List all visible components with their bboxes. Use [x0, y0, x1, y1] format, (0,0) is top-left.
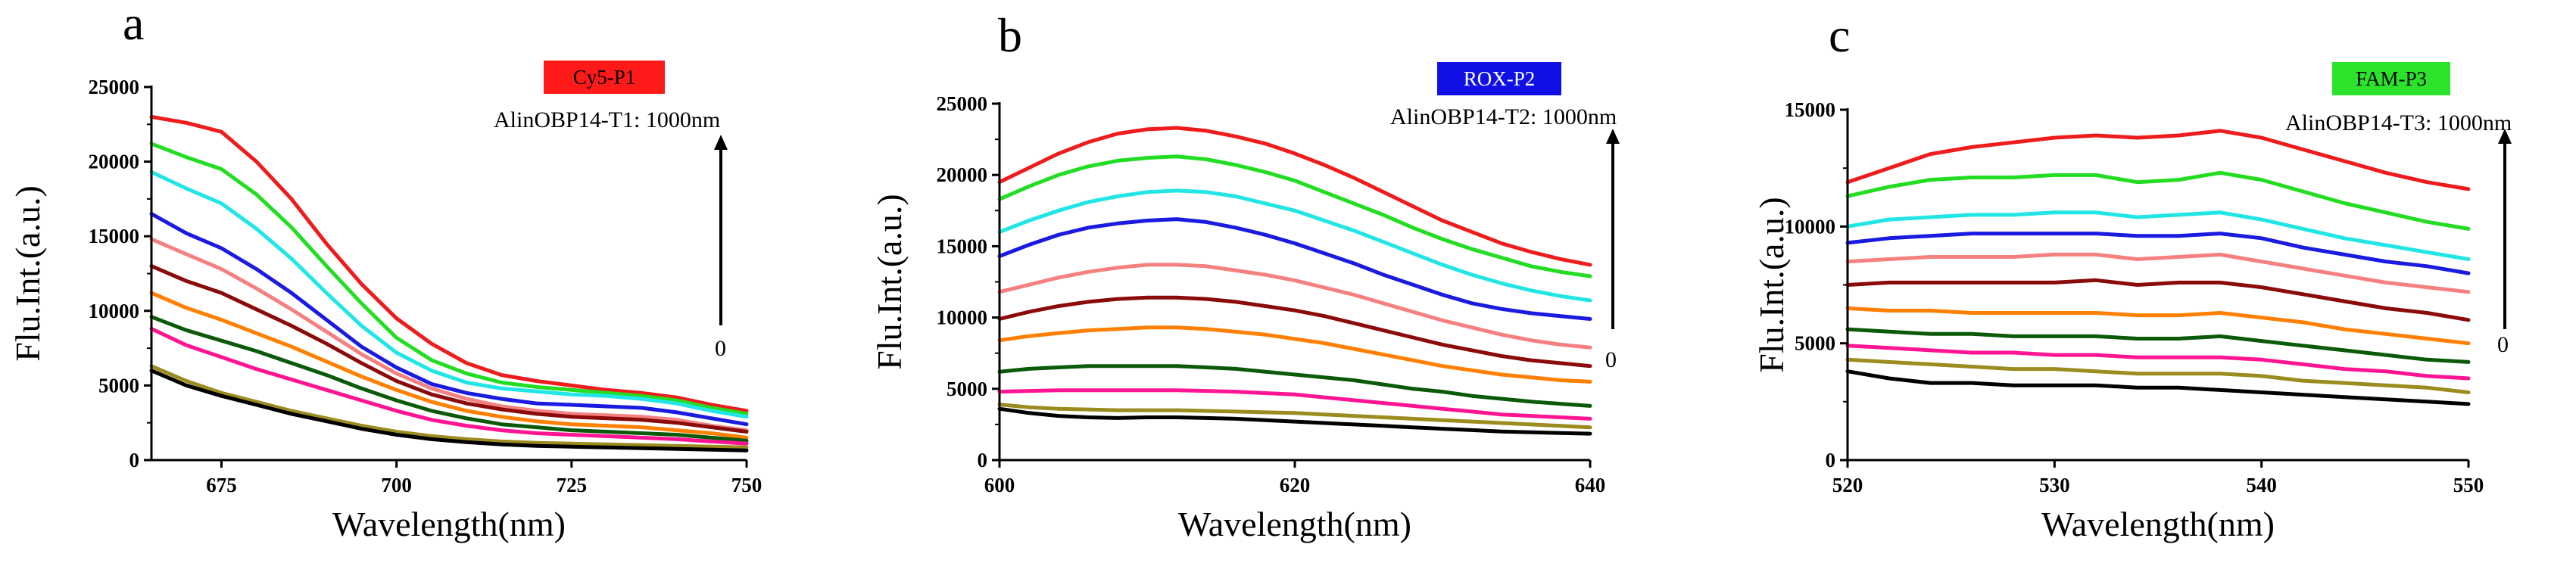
x-tick-label: 530: [2039, 474, 2070, 496]
series-line-7: [997, 325, 1592, 384]
y-tick-label: 15000: [937, 235, 988, 257]
chart-panel-b: b 0 5000 10000 15000 20000 25000 600 620 640 Wavel…: [870, 8, 1620, 543]
y-tick-label: 5000: [1795, 332, 1835, 355]
panel-letter: c: [1829, 8, 1850, 62]
arrow-zero-label: 0: [2497, 332, 2509, 357]
series-line-11: [1845, 369, 2471, 406]
y-tick-label: 15000: [1785, 98, 1836, 121]
y-tick-label: 0: [129, 449, 140, 471]
series-line-9: [149, 327, 749, 446]
series-line-5: [1845, 252, 2471, 294]
series-line-9: [997, 388, 1592, 421]
series-line-3: [997, 188, 1592, 303]
panel-letter: a: [123, 0, 144, 50]
y-axis-title: Flu.Int.(a.u.): [870, 194, 909, 370]
arrow-head-icon: [714, 135, 728, 150]
y-tick-label: 10000: [89, 300, 140, 322]
series-line-10: [1845, 357, 2471, 394]
series-line-7: [1845, 306, 2471, 346]
legend-box: [1437, 62, 1561, 95]
x-tick-label: 725: [557, 474, 588, 496]
x-tick-label: 675: [206, 474, 237, 496]
series-line-4: [997, 217, 1592, 321]
x-tick-label: 540: [2246, 474, 2277, 496]
series-line-8: [149, 315, 749, 443]
x-tick-label: 520: [1832, 474, 1863, 496]
series-line-4: [149, 212, 749, 427]
y-tick-label: 20000: [937, 163, 988, 186]
series-line-10: [997, 403, 1592, 430]
series-line-9: [1845, 344, 2471, 381]
y-axis-title: Flu.Int.(a.u.): [1752, 197, 1791, 373]
x-axis-title: Wavelength(nm): [2041, 505, 2275, 543]
y-tick-label: 5000: [947, 378, 987, 400]
series-line-1: [149, 114, 749, 413]
x-tick-label: 640: [1575, 474, 1606, 496]
series-line-6: [1845, 278, 2471, 322]
series-line-6: [149, 264, 749, 434]
concentration-annotation: AlinOBP14-T2: 1000nm: [1390, 104, 1617, 129]
x-axis-title: Wavelength(nm): [1178, 505, 1411, 543]
y-tick-label: 10000: [1785, 215, 1836, 238]
y-axis-title: Flu.Int.(a.u.): [8, 185, 47, 362]
series-line-5: [997, 263, 1592, 350]
legend-label: FAM-P3: [2356, 67, 2427, 90]
x-tick-label: 750: [731, 474, 763, 496]
x-tick-label: 700: [381, 474, 412, 496]
y-tick-label: 0: [1826, 449, 1836, 471]
series-line-10: [149, 364, 749, 449]
series-line-3: [149, 170, 749, 419]
series-line-3: [1845, 210, 2471, 261]
concentration-annotation: AlinOBP14-T1: 1000nm: [494, 107, 720, 132]
x-tick-label: 550: [2453, 474, 2484, 496]
y-tick-label: 5000: [98, 374, 139, 397]
series-line-5: [149, 237, 749, 433]
y-tick-label: 25000: [937, 92, 988, 115]
arrow-zero-label: 0: [715, 336, 726, 361]
series-line-2: [997, 154, 1592, 278]
x-tick-label: 620: [1280, 474, 1311, 496]
legend-label: ROX-P2: [1464, 67, 1536, 90]
legend-label: Cy5-P1: [573, 66, 636, 89]
series-line-7: [149, 291, 749, 440]
arrow-head-icon: [2498, 129, 2512, 144]
series-line-11: [997, 406, 1592, 436]
series-line-4: [1845, 232, 2471, 275]
chart-panel-c: c 0 5000 10000 15000 520 530 540 550 Wavelength(n…: [1752, 8, 2512, 543]
series-line-2: [149, 142, 749, 416]
series-line-1: [997, 126, 1592, 267]
y-tick-label: 10000: [937, 306, 988, 329]
series-line-2: [1845, 170, 2471, 231]
panel-letter: b: [998, 8, 1022, 62]
arrow-head-icon: [1606, 129, 1620, 144]
series-line-8: [997, 364, 1592, 408]
chart-panel-a: a 0 5000 10000 15000 20000 25000 675 700 725 750 Wa…: [8, 0, 762, 543]
y-tick-label: 20000: [89, 151, 140, 173]
series-line-6: [997, 295, 1592, 369]
arrow-zero-label: 0: [1605, 347, 1617, 372]
x-tick-label: 600: [984, 474, 1015, 496]
series-line-11: [149, 369, 749, 453]
series-line-8: [1845, 327, 2471, 364]
y-tick-label: 25000: [89, 76, 140, 98]
concentration-annotation: AlinOBP14-T3: 1000nm: [2285, 110, 2512, 135]
legend-box: [544, 61, 665, 94]
series-line-1: [1845, 129, 2471, 191]
y-tick-label: 0: [978, 449, 988, 471]
y-tick-label: 15000: [89, 225, 140, 247]
legend-box: [2332, 62, 2450, 95]
x-axis-title: Wavelength(nm): [332, 505, 566, 543]
